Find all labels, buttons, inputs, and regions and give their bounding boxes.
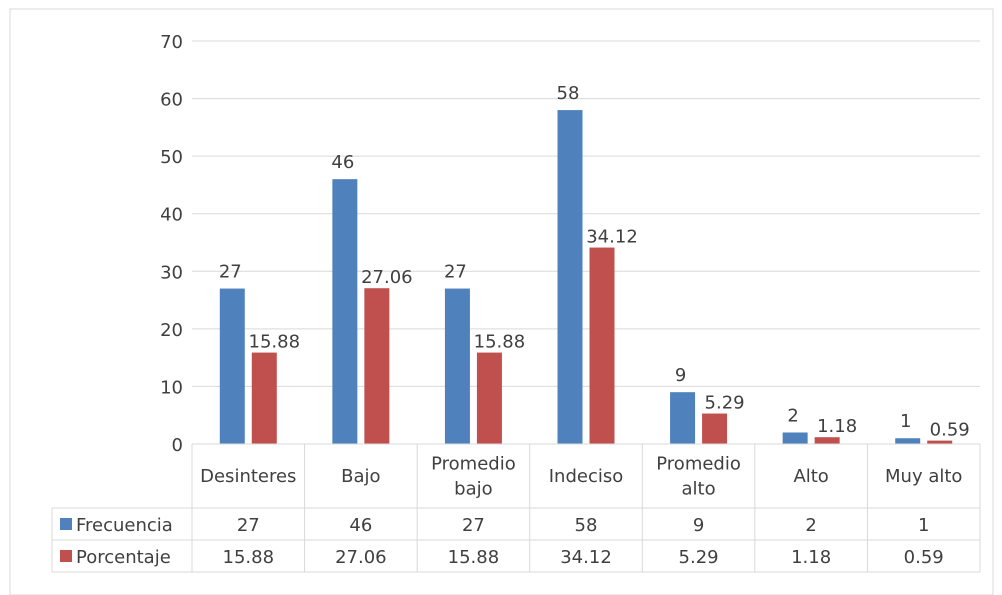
y-tick-label: 20 (160, 320, 183, 341)
table-cell-value: 9 (693, 515, 704, 536)
bar-porcentaje (589, 247, 615, 444)
table-cell-value: 5.29 (679, 547, 719, 568)
data-label: 15.88 (474, 332, 526, 353)
table-cell-value: 15.88 (448, 547, 500, 568)
data-label: 27.06 (361, 267, 413, 288)
category-label: Promedio (656, 454, 741, 475)
data-label: 15.88 (249, 332, 301, 353)
category-label: Promedio (431, 454, 516, 475)
category-label: Muy alto (885, 466, 962, 487)
bar-porcentaje (476, 352, 502, 444)
data-label: 27 (444, 262, 467, 283)
table-cell-value: 46 (349, 515, 372, 536)
y-axis-tick-labels: 0 10 20 30 40 50 60 70 (160, 32, 183, 456)
bar-frecuencia (782, 432, 808, 444)
table-cell-value: 1 (918, 515, 929, 536)
category-label: bajo (454, 479, 492, 500)
y-tick-label: 40 (160, 205, 183, 226)
bar-frecuencia (219, 288, 245, 444)
y-tick-label: 30 (160, 262, 183, 283)
legend-key-porcentaje (60, 550, 72, 562)
gridlines (192, 40, 980, 387)
chart-border (9, 8, 994, 595)
table-cell-value: 27 (462, 515, 485, 536)
y-tick-label: 70 (160, 32, 183, 53)
bar-frecuencia (332, 179, 358, 444)
data-label: 27 (219, 262, 242, 283)
category-label: Indeciso (549, 466, 624, 487)
data-table: Desinteres Bajo Promedio bajo Indeciso Promed… (51, 443, 981, 573)
bar-porcentaje (702, 413, 728, 444)
table-cell-value: 34.12 (560, 547, 612, 568)
y-tick-label: 60 (160, 90, 183, 111)
bar-porcentaje (251, 352, 277, 444)
data-label: 1.18 (817, 416, 857, 437)
y-tick-label: 0 (172, 435, 183, 456)
bar-porcentaje (814, 437, 840, 444)
bar-frecuencia (895, 438, 921, 444)
bar-frecuencia (670, 392, 696, 444)
data-labels: 27 46 27 58 9 2 1 15.88 27.06 15.88 34.12 5.29 1.18 0… (219, 83, 970, 441)
bars (219, 110, 953, 444)
category-label: Bajo (341, 466, 380, 487)
table-cell-value: 27.06 (335, 547, 387, 568)
legend-label: Frecuencia (76, 515, 173, 536)
data-label: 9 (675, 365, 686, 386)
data-label: 1 (900, 411, 911, 432)
category-label: alto (682, 479, 716, 500)
legend-key-frecuencia (60, 518, 72, 530)
table-cell-value: 2 (805, 515, 816, 536)
bar-frecuencia (557, 110, 583, 444)
category-label: Alto (793, 466, 828, 487)
data-label: 34.12 (586, 227, 638, 248)
data-label: 46 (331, 152, 354, 173)
table-cell-value: 0.59 (904, 547, 944, 568)
category-label: Desinteres (200, 466, 296, 487)
data-label: 0.59 (930, 420, 970, 441)
data-label: 2 (787, 405, 798, 426)
table-cell-value: 58 (575, 515, 598, 536)
data-label: 5.29 (705, 393, 745, 414)
bar-porcentaje (364, 288, 390, 444)
bar-frecuencia (444, 288, 470, 444)
table-cell-value: 1.18 (791, 547, 831, 568)
table-cell-value: 27 (237, 515, 260, 536)
data-label: 58 (557, 83, 580, 104)
bar-porcentaje (927, 440, 953, 444)
y-tick-label: 50 (160, 147, 183, 168)
y-tick-label: 10 (160, 377, 183, 398)
legend-label: Porcentaje (76, 547, 171, 568)
table-cell-value: 15.88 (223, 547, 275, 568)
